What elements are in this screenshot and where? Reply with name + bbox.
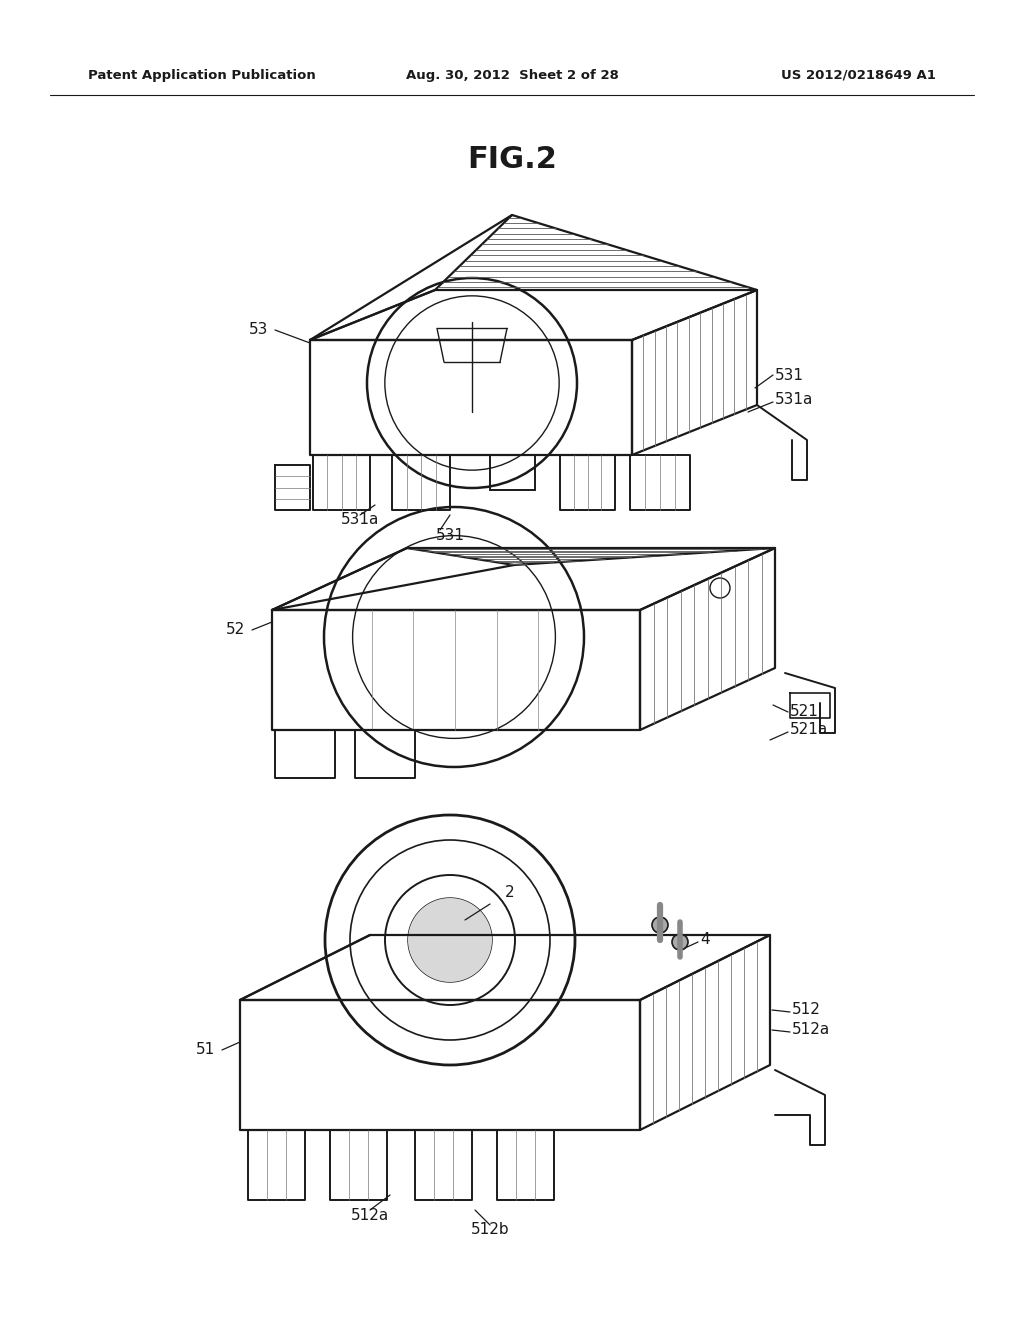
Circle shape <box>408 898 492 982</box>
Text: 521a: 521a <box>790 722 828 738</box>
Text: FIG.2: FIG.2 <box>467 145 557 174</box>
Text: 2: 2 <box>505 884 515 900</box>
Circle shape <box>652 917 668 933</box>
Text: 4: 4 <box>700 932 710 948</box>
Text: 531a: 531a <box>775 392 813 408</box>
Text: 51: 51 <box>196 1043 215 1057</box>
Text: 521: 521 <box>790 705 819 719</box>
Text: 53: 53 <box>249 322 268 338</box>
Text: 531: 531 <box>775 367 804 383</box>
Text: 531: 531 <box>435 528 465 543</box>
Text: 512a: 512a <box>351 1208 389 1222</box>
Text: Patent Application Publication: Patent Application Publication <box>88 69 315 82</box>
Text: 512a: 512a <box>792 1023 830 1038</box>
Text: Aug. 30, 2012  Sheet 2 of 28: Aug. 30, 2012 Sheet 2 of 28 <box>406 69 618 82</box>
Circle shape <box>672 935 688 950</box>
Text: 512: 512 <box>792 1002 821 1018</box>
Text: 52: 52 <box>225 623 245 638</box>
Text: US 2012/0218649 A1: US 2012/0218649 A1 <box>781 69 936 82</box>
Text: 512b: 512b <box>471 1222 509 1238</box>
Text: 531a: 531a <box>341 512 379 528</box>
